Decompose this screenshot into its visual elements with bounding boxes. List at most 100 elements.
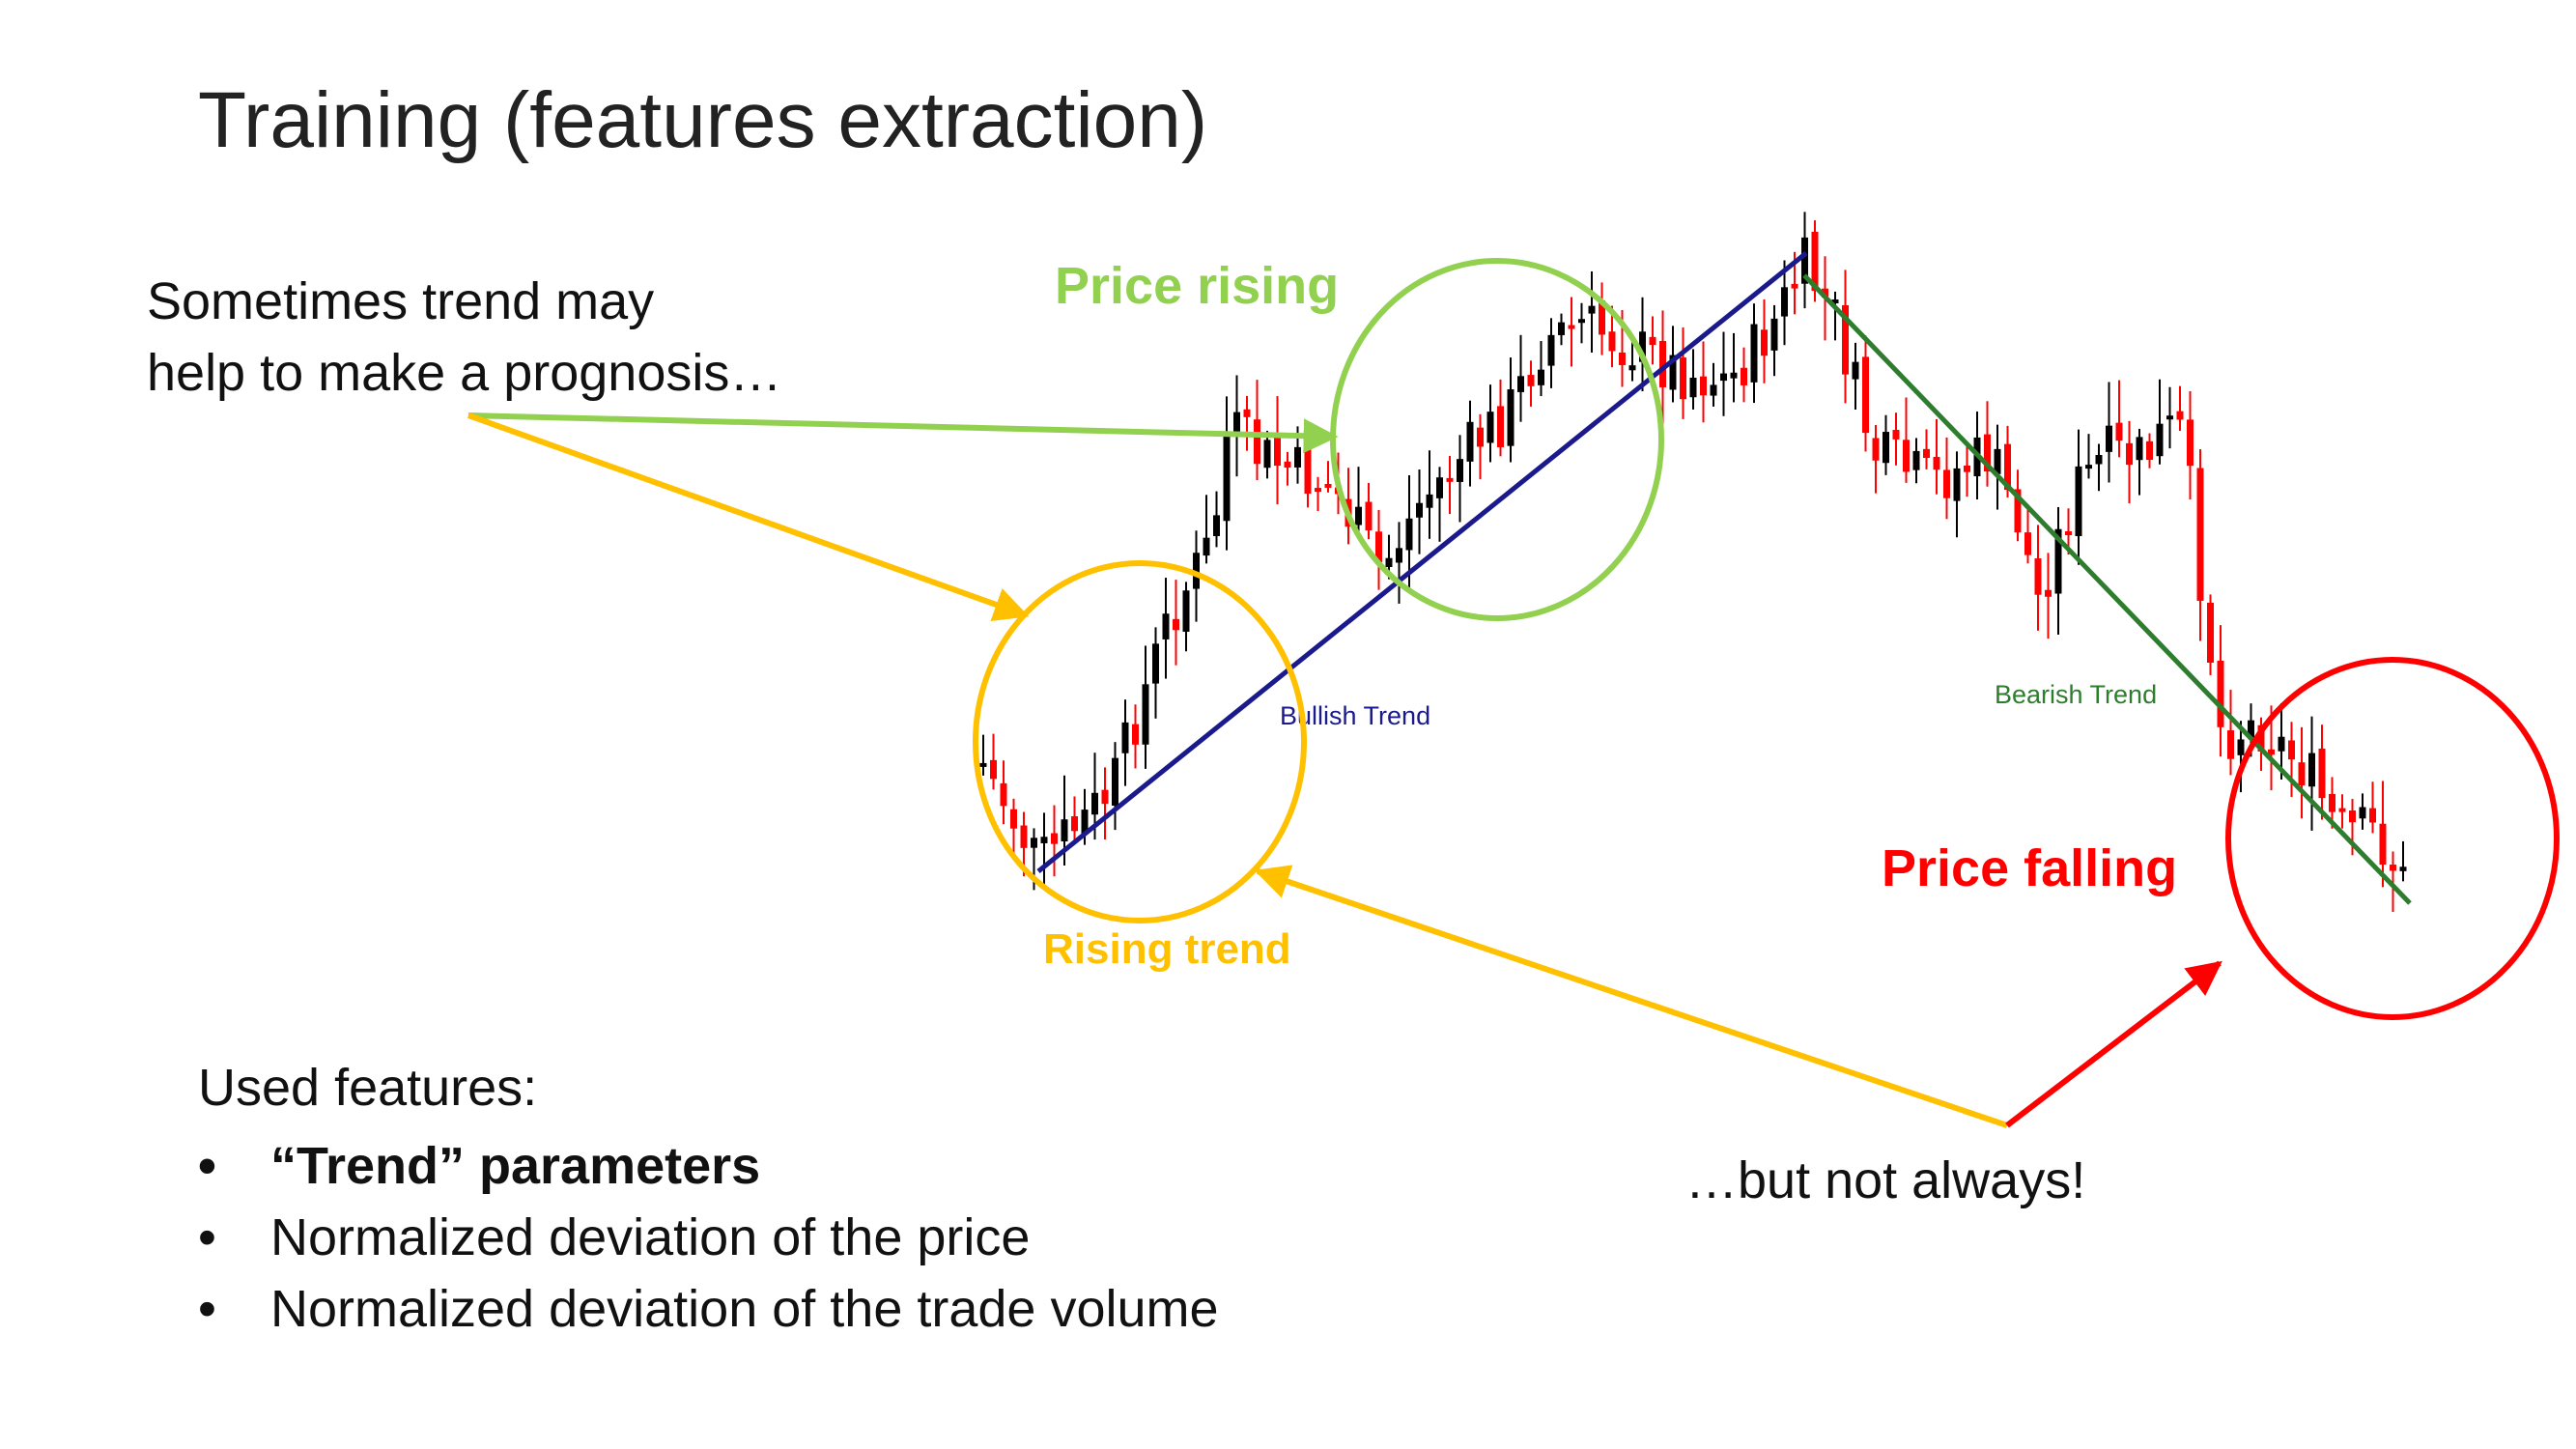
candle-body [1274, 434, 1281, 467]
price-falling-label: Price falling [1882, 839, 2178, 897]
candle-body [1466, 421, 1474, 462]
candle-body [1162, 613, 1170, 639]
candle-body [1527, 375, 1535, 386]
arrow-to-price-rising [467, 412, 1339, 454]
candle-body [1801, 237, 1808, 284]
candle-body [1822, 288, 1828, 298]
candle-body [1568, 325, 1575, 329]
candle-body [1689, 377, 1697, 398]
candle-body [1426, 494, 1433, 508]
trend-note-line-2: help to make a prognosis… [147, 344, 782, 402]
candle-body [1396, 548, 1402, 563]
candle-body [1842, 304, 1849, 375]
candle-body [2278, 736, 2285, 752]
rising-trend-circle [973, 560, 1307, 923]
candle-body [1173, 618, 1179, 631]
candle-body [1263, 440, 1271, 469]
candle-body [1223, 436, 1231, 522]
candle-body [1486, 412, 1494, 443]
candle-group [979, 212, 2407, 913]
candle-body [1132, 724, 1139, 745]
candle-body [2115, 422, 2123, 441]
candle-body [1385, 557, 1393, 567]
candle-body [2166, 415, 2173, 420]
rising-trend-label: Rising trend [1043, 925, 1291, 973]
bearish-trend-line [1802, 273, 2412, 905]
candle-body [2075, 466, 2082, 536]
candle-body [1081, 810, 1089, 835]
candle-body [1477, 427, 1484, 447]
feature-item: • Normalized deviation of the trade volum… [198, 1280, 1219, 1338]
slide-title: Training (features extraction) [198, 76, 1208, 164]
candle-body [1193, 553, 1200, 589]
candle-body [2399, 867, 2407, 871]
candle-body [1639, 331, 1646, 362]
candle-body [1599, 299, 1605, 335]
candle-body [1101, 789, 1109, 805]
candle-body [1588, 305, 1596, 314]
candle-body [2106, 425, 2112, 452]
candle-body [2176, 411, 2184, 420]
candle-body [1324, 483, 1332, 488]
candle-body [1852, 361, 1859, 380]
candle-body [990, 759, 997, 780]
candle-body [1669, 355, 1677, 390]
candle-body [1933, 456, 1940, 470]
candle-body [1558, 322, 1565, 335]
candle-body [1304, 444, 1312, 495]
candle-body [1121, 722, 1129, 753]
candle-body [1761, 329, 1768, 356]
candle-body [1071, 816, 1078, 832]
candle-body [1051, 833, 1058, 844]
candle-body [2268, 749, 2275, 755]
candle-body [1497, 406, 1504, 447]
candle-body [1892, 429, 1900, 440]
candle-body [1912, 450, 1920, 470]
candle-body [1507, 389, 1514, 446]
candle-body [1517, 376, 1524, 392]
candle-body [1994, 448, 2001, 474]
candle-body [1811, 231, 1819, 292]
candle-body [1284, 461, 1291, 469]
but-not-always-note: …but not always! [1685, 1151, 2086, 1209]
price-rising-label: Price rising [1055, 257, 1340, 315]
candle-body [2034, 558, 2042, 595]
candle-body [2248, 720, 2254, 738]
candle-body [2054, 528, 2062, 594]
candle-body [2004, 443, 2011, 491]
candle-body [1903, 440, 1910, 472]
bullish-trend-line [1036, 251, 1808, 873]
candle-body [1203, 537, 1210, 556]
candle-body [1943, 469, 1950, 498]
candle-body [1862, 356, 1869, 434]
candle-body [1923, 448, 1930, 459]
candle-body [1040, 837, 1048, 843]
candle-body [1649, 336, 1656, 346]
candle-body [1700, 376, 1707, 396]
candle-body [2227, 730, 2234, 759]
candle-body [1010, 809, 1017, 829]
candle-body [2014, 489, 2022, 533]
candle-body [1547, 334, 1555, 366]
candle-body [2045, 589, 2052, 597]
candle-body [1091, 792, 1098, 815]
candle-body [2257, 724, 2265, 752]
candle-body [2187, 419, 2194, 467]
candle-body [1315, 488, 1321, 493]
candle-body [1619, 352, 1626, 365]
candle-body [1405, 518, 1413, 551]
candle-body [2288, 740, 2295, 760]
candle-body [2065, 531, 2072, 536]
candle-body [1710, 384, 1717, 396]
candle-body [2146, 440, 2153, 461]
candle-body [1720, 373, 1727, 382]
candle-body [2338, 808, 2346, 812]
candle-body [1020, 825, 1028, 848]
candle-body [1741, 367, 1747, 385]
candle-body [2359, 807, 2366, 819]
candle-body [2379, 823, 2387, 866]
candle-body [1872, 438, 1880, 461]
candle-body [1213, 515, 1220, 536]
candle-body [2237, 739, 2245, 755]
